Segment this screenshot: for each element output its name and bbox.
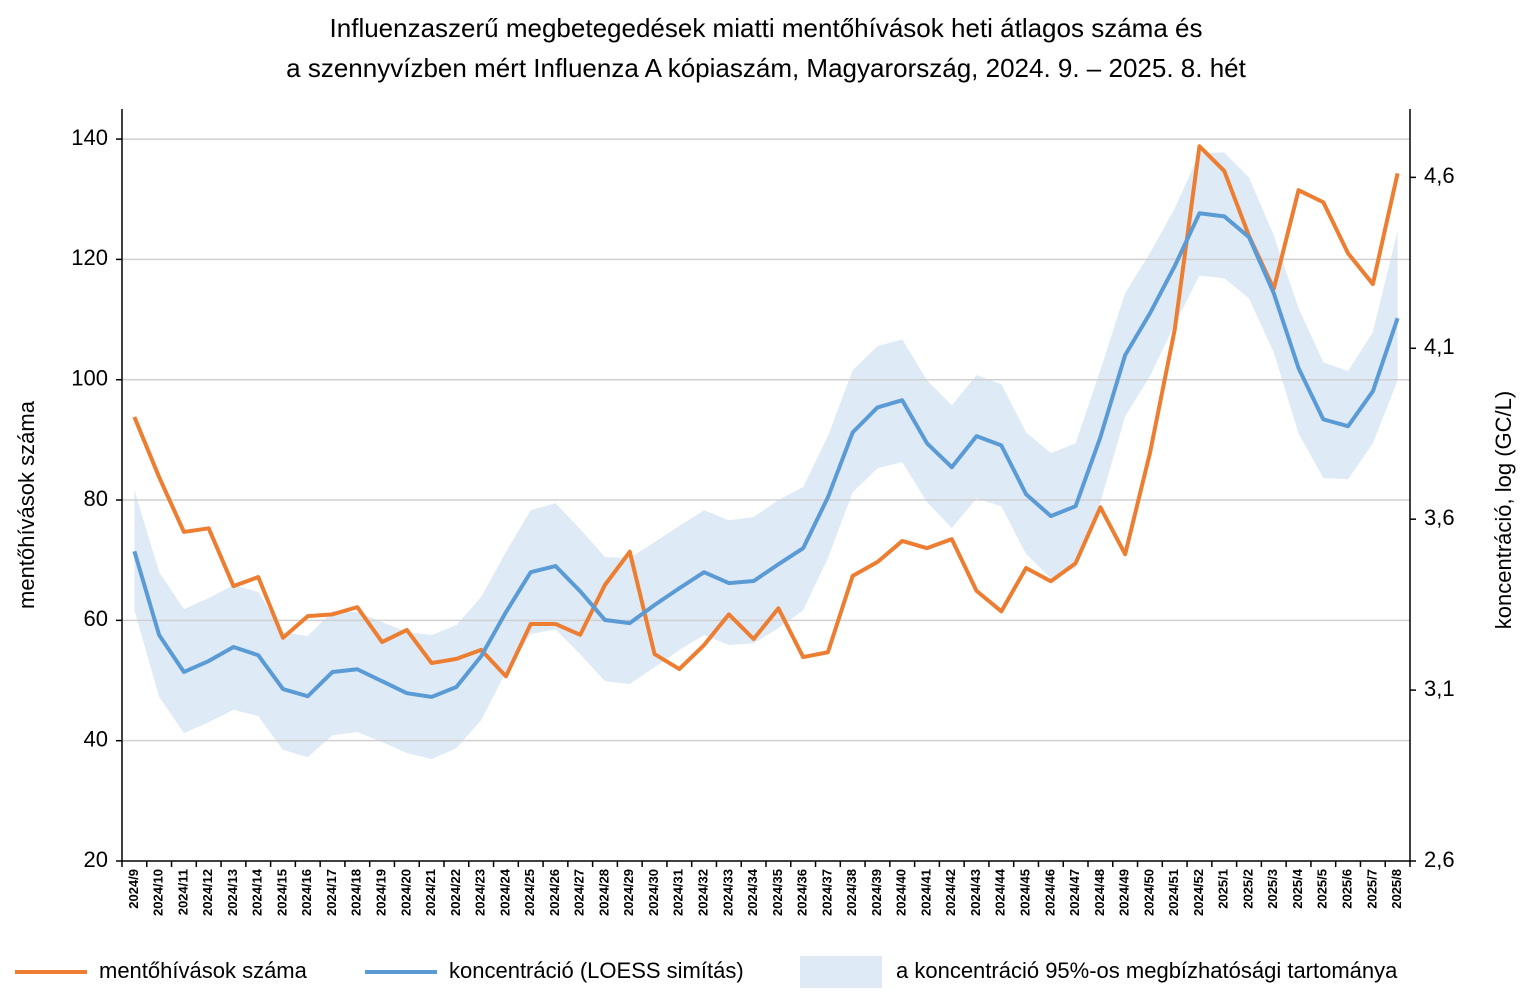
- x-tick-label: 2024/43: [968, 869, 983, 916]
- x-tick-label: 2024/49: [1117, 869, 1132, 916]
- y-tick-label: 120: [71, 245, 108, 270]
- x-tick-label: 2025/4: [1290, 868, 1305, 909]
- legend-label: mentőhívások száma: [99, 958, 308, 983]
- x-tick-label: 2025/2: [1240, 869, 1255, 909]
- x-tick-label: 2024/29: [621, 869, 636, 916]
- x-tick-label: 2024/22: [448, 869, 463, 916]
- x-tick-label: 2025/7: [1364, 869, 1379, 909]
- y2-tick-label: 3,6: [1424, 505, 1455, 530]
- x-tick-label: 2024/14: [250, 868, 265, 916]
- x-tick-label: 2024/19: [374, 869, 389, 916]
- y2-tick-label: 3,1: [1424, 676, 1455, 701]
- line-layer: [132, 144, 1400, 699]
- x-tick-label: 2024/38: [844, 869, 859, 916]
- y-tick-label: 100: [71, 366, 108, 391]
- x-tick-label: 2024/23: [473, 869, 488, 916]
- x-tick-label: 2024/44: [993, 868, 1008, 916]
- x-tick-label: 2024/26: [547, 869, 562, 916]
- chart-title: a szennyvízben mért Influenza A kópiaszá…: [286, 53, 1246, 83]
- series-line: [132, 211, 1400, 699]
- x-tick-label: 2024/45: [1018, 869, 1033, 916]
- x-tick-label: 2024/21: [423, 869, 438, 916]
- x-tick-label: 2024/46: [1042, 869, 1057, 916]
- x-tick-label: 2025/1: [1216, 869, 1231, 909]
- x-tick-label: 2024/27: [572, 869, 587, 916]
- x-tick-label: 2025/3: [1265, 869, 1280, 909]
- x-tick-label: 2024/15: [274, 869, 289, 916]
- x-tick-label: 2024/9: [126, 869, 141, 909]
- confidence-band: [134, 152, 1398, 760]
- y2-tick-label: 2,6: [1424, 847, 1455, 872]
- legend-label: koncentráció (LOESS simítás): [449, 958, 744, 983]
- y-tick-label: 80: [84, 486, 108, 511]
- x-tick-label: 2024/51: [1166, 869, 1181, 916]
- x-tick-label: 2024/40: [894, 869, 909, 916]
- x-tick-label: 2024/34: [745, 868, 760, 916]
- y2-tick-label: 4,1: [1424, 334, 1455, 359]
- x-tick-label: 2024/20: [398, 869, 413, 916]
- x-tick-label: 2024/41: [918, 869, 933, 916]
- x-tick-label: 2024/48: [1092, 869, 1107, 916]
- x-tick-label: 2024/36: [795, 869, 810, 916]
- y-tick-label: 20: [84, 847, 108, 872]
- x-tick-label: 2024/47: [1067, 869, 1082, 916]
- chart-title: Influenzaszerű megbetegedések miatti men…: [330, 13, 1203, 43]
- legend-label: a koncentráció 95%-os megbízhatósági tar…: [896, 958, 1398, 983]
- x-tick-label: 2024/17: [324, 869, 339, 916]
- x-tick-label: 2024/31: [671, 869, 686, 916]
- x-tick-label: 2024/18: [349, 869, 364, 916]
- x-tick-label: 2024/32: [696, 869, 711, 916]
- y2-axis-title: koncentráció, log (GC/L): [1491, 391, 1516, 629]
- y-tick-label: 40: [84, 726, 108, 751]
- band-layer: [134, 152, 1398, 760]
- x-tick-label: 2024/37: [819, 869, 834, 916]
- x-tick-label: 2024/30: [646, 869, 661, 916]
- x-tick-label: 2025/6: [1340, 869, 1355, 909]
- y2-tick-label: 4,6: [1424, 163, 1455, 188]
- grid-layer: [122, 138, 1410, 742]
- x-tick-label: 2024/25: [522, 869, 537, 916]
- x-tick-label: 2024/52: [1191, 869, 1206, 916]
- x-tick-label: 2024/11: [175, 869, 190, 915]
- y-tick-label: 140: [71, 125, 108, 150]
- y-tick-label: 60: [84, 606, 108, 631]
- x-tick-label: 2024/42: [943, 869, 958, 916]
- x-tick-label: 2024/33: [720, 869, 735, 916]
- x-tick-label: 2024/12: [200, 869, 215, 916]
- legend-swatch: [800, 956, 882, 988]
- x-tick-label: 2024/39: [869, 869, 884, 916]
- x-tick-label: 2025/8: [1389, 869, 1404, 909]
- x-tick-label: 2024/10: [151, 869, 166, 916]
- x-tick-label: 2024/13: [225, 869, 240, 916]
- x-tick-label: 2024/28: [596, 869, 611, 916]
- x-tick-label: 2024/24: [497, 868, 512, 916]
- x-tick-label: 2024/50: [1141, 869, 1156, 916]
- x-tick-label: 2025/5: [1315, 869, 1330, 909]
- x-tick-label: 2024/16: [299, 869, 314, 916]
- x-tick-label: 2024/35: [770, 869, 785, 916]
- y-axis-title: mentőhívások száma: [14, 400, 39, 609]
